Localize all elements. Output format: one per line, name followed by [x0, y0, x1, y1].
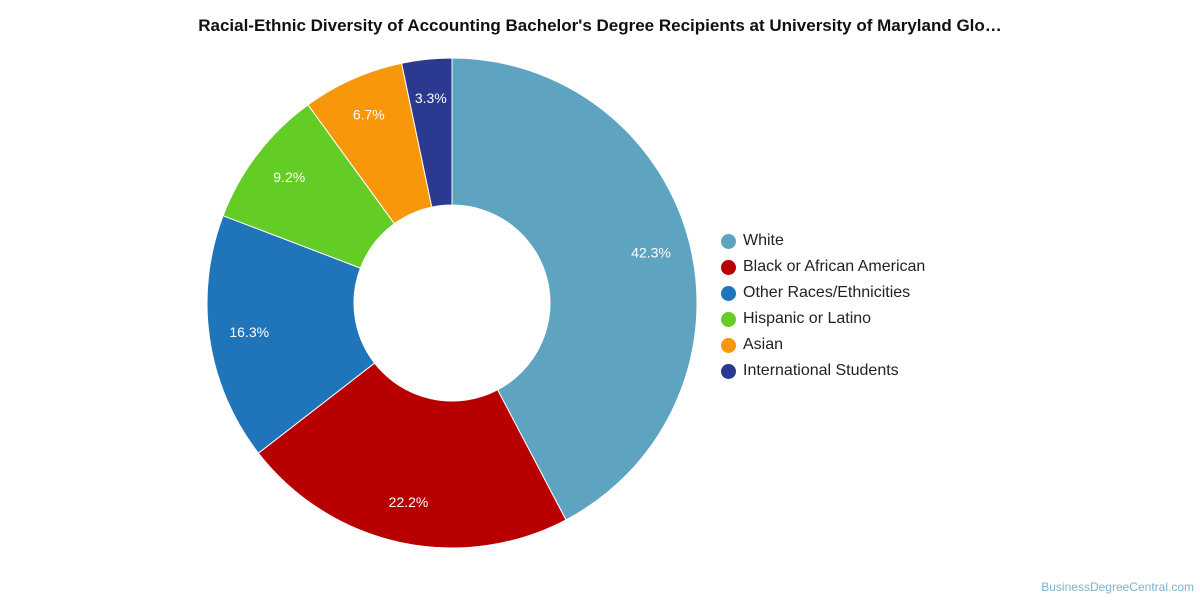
legend-item-asian[interactable]: Asian [721, 332, 925, 358]
slice-white[interactable] [451, 57, 698, 521]
legend-marker-other-races-ethnicities [721, 285, 736, 301]
legend-marker-asian [721, 337, 736, 353]
legend-label-asian: Asian [743, 336, 784, 353]
legend-item-white[interactable]: White [721, 228, 925, 254]
legend-label-hispanic-or-latino: Hispanic or Latino [743, 310, 872, 327]
legend-label-white: White [743, 232, 784, 249]
watermark[interactable]: BusinessDegreeCentral.com [1041, 580, 1194, 594]
legend-marker-international-students [721, 363, 736, 379]
legend-marker-white [721, 233, 736, 249]
slice-label-white: 42.3% [631, 245, 671, 261]
slice-other-races-ethnicities[interactable] [206, 215, 376, 454]
legend-item-international-students[interactable]: International Students [721, 358, 925, 384]
legend-item-black-or-african-american[interactable]: Black or African American [721, 254, 925, 280]
chart-title: Racial-Ethnic Diversity of Accounting Ba… [198, 16, 1002, 35]
legend-label-black-or-african-american: Black or African American [743, 258, 926, 275]
legend-item-hispanic-or-latino[interactable]: Hispanic or Latino [721, 306, 925, 332]
slice-label-hispanic-or-latino: 9.2% [273, 169, 305, 185]
slice-label-other-races-ethnicities: 16.3% [229, 324, 269, 340]
slice-label-black-or-african-american: 22.2% [389, 494, 429, 510]
slice-black-or-african-american[interactable] [257, 362, 567, 549]
legend-marker-black-or-african-american [721, 259, 736, 275]
legend-label-other-races-ethnicities: Other Races/Ethnicities [743, 284, 911, 301]
slice-label-asian: 6.7% [353, 106, 385, 122]
legend-label-international-students: International Students [743, 362, 899, 379]
legend-item-other-races-ethnicities[interactable]: Other Races/Ethnicities [721, 280, 925, 306]
legend-marker-hispanic-or-latino [721, 311, 736, 327]
slice-international-students[interactable] [400, 57, 453, 208]
slice-label-international-students: 3.3% [415, 90, 447, 106]
legend: White Black or African American Other Ra… [721, 228, 925, 384]
